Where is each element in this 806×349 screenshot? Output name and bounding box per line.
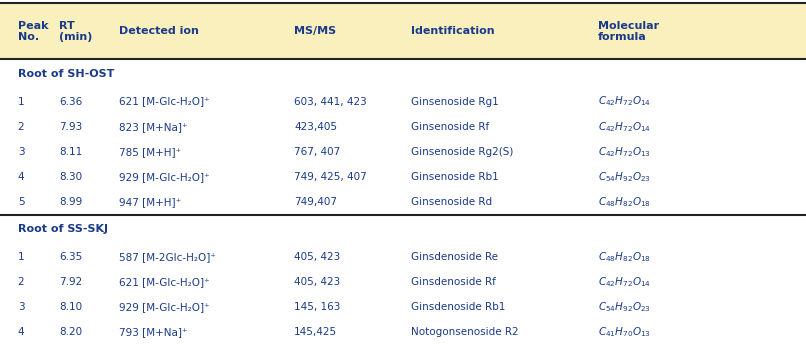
Text: 423,405: 423,405: [294, 122, 337, 132]
Text: Root of SS-SKJ: Root of SS-SKJ: [18, 224, 108, 235]
Text: 1: 1: [18, 252, 24, 262]
Text: $C_{54}H_{92}O_{23}$: $C_{54}H_{92}O_{23}$: [598, 170, 651, 184]
Text: 785 [M+H]⁺: 785 [M+H]⁺: [119, 147, 181, 157]
Text: 6.35: 6.35: [59, 252, 82, 262]
Text: 8.10: 8.10: [59, 302, 82, 312]
Text: $C_{42}H_{72}O_{14}$: $C_{42}H_{72}O_{14}$: [598, 95, 651, 109]
Text: Ginsenoside Rg2(S): Ginsenoside Rg2(S): [411, 147, 513, 157]
Text: $C_{42}H_{72}O_{14}$: $C_{42}H_{72}O_{14}$: [598, 275, 651, 289]
Text: 8.30: 8.30: [59, 172, 82, 182]
Text: 929 [M-Glc-H₂O]⁺: 929 [M-Glc-H₂O]⁺: [119, 302, 210, 312]
Text: $C_{42}H_{72}O_{14}$: $C_{42}H_{72}O_{14}$: [598, 120, 651, 134]
Text: 749, 425, 407: 749, 425, 407: [294, 172, 367, 182]
Text: 929 [M-Glc-H₂O]⁺: 929 [M-Glc-H₂O]⁺: [119, 172, 210, 182]
Text: 3: 3: [18, 302, 24, 312]
Text: 767, 407: 767, 407: [294, 147, 340, 157]
Text: 2: 2: [18, 277, 24, 287]
Text: 405, 423: 405, 423: [294, 277, 340, 287]
Text: Detected ion: Detected ion: [119, 27, 199, 36]
Text: 1: 1: [18, 97, 24, 106]
Text: 793 [M+Na]⁺: 793 [M+Na]⁺: [119, 327, 188, 337]
Text: 621 [M-Glc-H₂O]⁺: 621 [M-Glc-H₂O]⁺: [119, 97, 210, 106]
Text: Peak
No.: Peak No.: [18, 21, 48, 42]
Text: 3: 3: [18, 147, 24, 157]
Text: 7.93: 7.93: [59, 122, 82, 132]
Text: 145, 163: 145, 163: [294, 302, 341, 312]
Text: 5: 5: [18, 197, 24, 207]
Text: $C_{48}H_{82}O_{18}$: $C_{48}H_{82}O_{18}$: [598, 250, 651, 264]
Text: Identification: Identification: [411, 27, 495, 36]
Text: Notogonsenoside R2: Notogonsenoside R2: [411, 327, 519, 337]
Text: $C_{54}H_{92}O_{23}$: $C_{54}H_{92}O_{23}$: [598, 300, 651, 314]
Text: 587 [M-2Glc-H₂O]⁺: 587 [M-2Glc-H₂O]⁺: [119, 252, 216, 262]
Text: 7.92: 7.92: [59, 277, 82, 287]
Bar: [0, 3, 806, 59]
Text: 621 [M-Glc-H₂O]⁺: 621 [M-Glc-H₂O]⁺: [119, 277, 210, 287]
Text: Ginsdenoside Rb1: Ginsdenoside Rb1: [411, 302, 505, 312]
Text: $C_{48}H_{82}O_{18}$: $C_{48}H_{82}O_{18}$: [598, 195, 651, 209]
Text: Ginsenoside Rg1: Ginsenoside Rg1: [411, 97, 499, 106]
Text: 749,407: 749,407: [294, 197, 337, 207]
Text: 145,425: 145,425: [294, 327, 338, 337]
Text: Molecular
formula: Molecular formula: [598, 21, 659, 42]
Text: Ginsenoside Rd: Ginsenoside Rd: [411, 197, 492, 207]
Text: 603, 441, 423: 603, 441, 423: [294, 97, 367, 106]
Text: Ginsenoside Rf: Ginsenoside Rf: [411, 122, 489, 132]
Text: 405, 423: 405, 423: [294, 252, 340, 262]
Text: Root of SH-OST: Root of SH-OST: [18, 69, 114, 79]
Text: $C_{42}H_{72}O_{13}$: $C_{42}H_{72}O_{13}$: [598, 145, 651, 159]
Text: 8.20: 8.20: [59, 327, 82, 337]
Text: RT
(min): RT (min): [59, 21, 92, 42]
Text: 4: 4: [18, 172, 24, 182]
Text: Ginsdenoside Re: Ginsdenoside Re: [411, 252, 498, 262]
Text: Ginsenoside Rb1: Ginsenoside Rb1: [411, 172, 499, 182]
Text: $C_{41}H_{70}O_{13}$: $C_{41}H_{70}O_{13}$: [598, 325, 651, 339]
Text: 823 [M+Na]⁺: 823 [M+Na]⁺: [119, 122, 188, 132]
Text: 947 [M+H]⁺: 947 [M+H]⁺: [119, 197, 181, 207]
Text: 6.36: 6.36: [59, 97, 82, 106]
Text: 8.99: 8.99: [59, 197, 82, 207]
Text: 2: 2: [18, 122, 24, 132]
Text: Ginsdenoside Rf: Ginsdenoside Rf: [411, 277, 496, 287]
Text: 8.11: 8.11: [59, 147, 82, 157]
Text: 4: 4: [18, 327, 24, 337]
Text: MS/MS: MS/MS: [294, 27, 336, 36]
